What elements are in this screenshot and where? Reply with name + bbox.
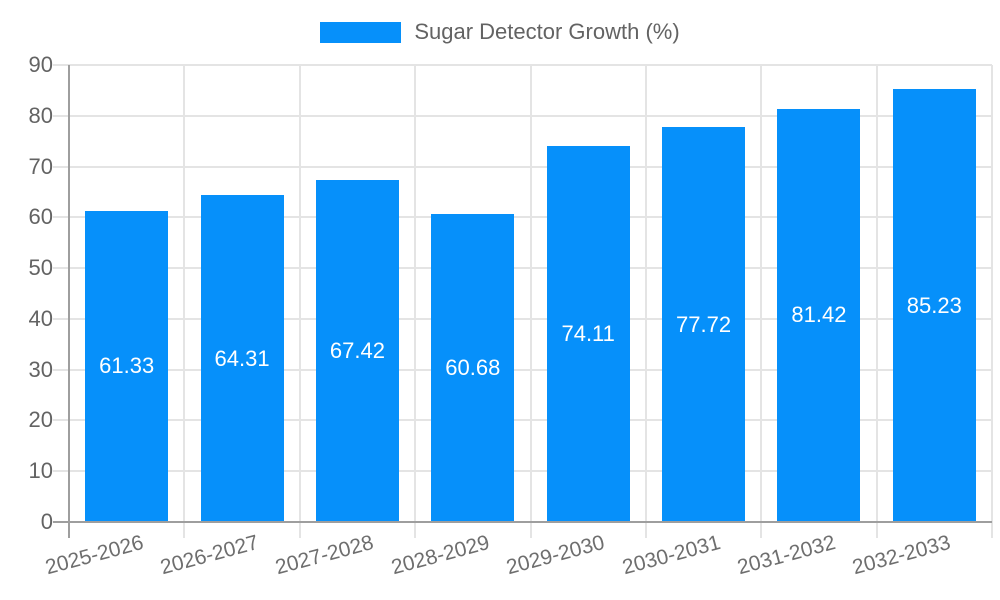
y-axis-label-40: 40: [28, 305, 53, 331]
y-axis-label-80: 80: [28, 102, 53, 128]
bar-value-label: 85.23: [906, 292, 962, 318]
bar-2029-2030[interactable]: 74.11: [546, 145, 630, 522]
bar-2030-2031[interactable]: 77.72: [662, 127, 746, 522]
x-axis-line: [53, 521, 992, 523]
gridline-y-40: [53, 317, 992, 320]
y-axis-label-30: 30: [28, 356, 53, 382]
y-axis-label-20: 20: [28, 407, 53, 433]
bar-value-label: 74.11: [561, 320, 615, 346]
gridline-x-boundary-2: [298, 65, 301, 538]
bar-2025-2026[interactable]: 61.33: [85, 210, 169, 522]
legend-label: Sugar Detector Growth (%): [414, 19, 680, 44]
y-axis-label-60: 60: [28, 204, 53, 230]
y-axis-label-90: 90: [28, 52, 53, 77]
gridline-x-boundary-6: [760, 65, 763, 538]
bar-value-label: 60.68: [445, 354, 501, 380]
bar-value-label: 64.31: [214, 345, 270, 371]
gridline-y-70: [53, 165, 992, 168]
bar-value-label: 81.42: [791, 302, 847, 328]
bar-2027-2028[interactable]: 67.42: [315, 179, 399, 522]
gridline-y-20: [53, 419, 992, 422]
gridline-y-50: [53, 267, 992, 270]
gridline-x-boundary-7: [875, 65, 878, 538]
y-axis-label-0: 0: [40, 509, 53, 534]
gridline-y-30: [53, 368, 992, 371]
y-axis-label-70: 70: [28, 153, 53, 179]
y-axis-line: [68, 65, 70, 538]
gridline-y-80: [53, 114, 992, 117]
y-axis-label-50: 50: [28, 255, 53, 281]
gridline-x-boundary-3: [414, 65, 417, 538]
bar-2026-2027[interactable]: 64.31: [200, 195, 284, 522]
gridline-x-boundary-8: [991, 65, 993, 538]
bar-value-label: 77.72: [676, 311, 732, 337]
y-axis-label-10: 10: [28, 458, 53, 484]
gridline-y-60: [53, 216, 992, 219]
gridline-y-10: [53, 470, 992, 473]
legend-color-swatch: [320, 21, 402, 43]
bar-2032-2033[interactable]: 85.23: [892, 89, 976, 522]
gridline-x-boundary-1: [183, 65, 186, 538]
gridline-x-boundary-5: [644, 65, 647, 538]
bar-value-label: 61.33: [99, 353, 155, 379]
bar-value-label: 67.42: [329, 337, 385, 363]
legend[interactable]: Sugar Detector Growth (%): [0, 20, 1000, 44]
gridline-y-90: [53, 64, 992, 66]
gridline-x-boundary-4: [529, 65, 532, 538]
bar-2028-2029[interactable]: 60.68: [431, 213, 515, 522]
bar-2031-2032[interactable]: 81.42: [777, 108, 861, 522]
plot-area: 61.33 64.31 67.42 60.68 74.11 77.72 81.42 85.23: [53, 64, 993, 538]
